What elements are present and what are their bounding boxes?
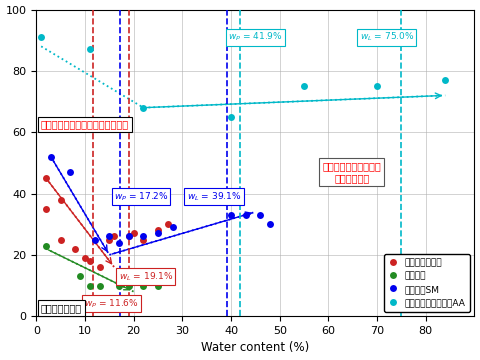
Text: $w_L$ = 39.1%: $w_L$ = 39.1% [187,190,241,203]
Text: $w_L$ = 19.1%: $w_L$ = 19.1% [119,270,173,283]
Text: $w_P$ = 11.6%: $w_P$ = 11.6% [84,298,139,310]
Text: 反射率が一度減少し再度増加する: 反射率が一度減少し再度増加する [41,120,129,130]
Text: は単調減少する: は単調減少する [41,303,82,313]
Legend: 砂シルト混合土, 利根川砂, 木節粘土SM, カオリナイト系粘土AA: 砂シルト混合土, 利根川砂, 木節粘土SM, カオリナイト系粘土AA [384,254,470,312]
X-axis label: Water content (%): Water content (%) [201,341,310,355]
Text: $w_P$ = 17.2%: $w_P$ = 17.2% [114,190,168,203]
Text: $w_L$ = 75.0%: $w_L$ = 75.0% [360,31,414,44]
Text: $w_P$ = 41.9%: $w_P$ = 41.9% [228,31,283,44]
Text: 極値は塑性限界である
可能性が高い: 極値は塑性限界である 可能性が高い [323,161,381,183]
